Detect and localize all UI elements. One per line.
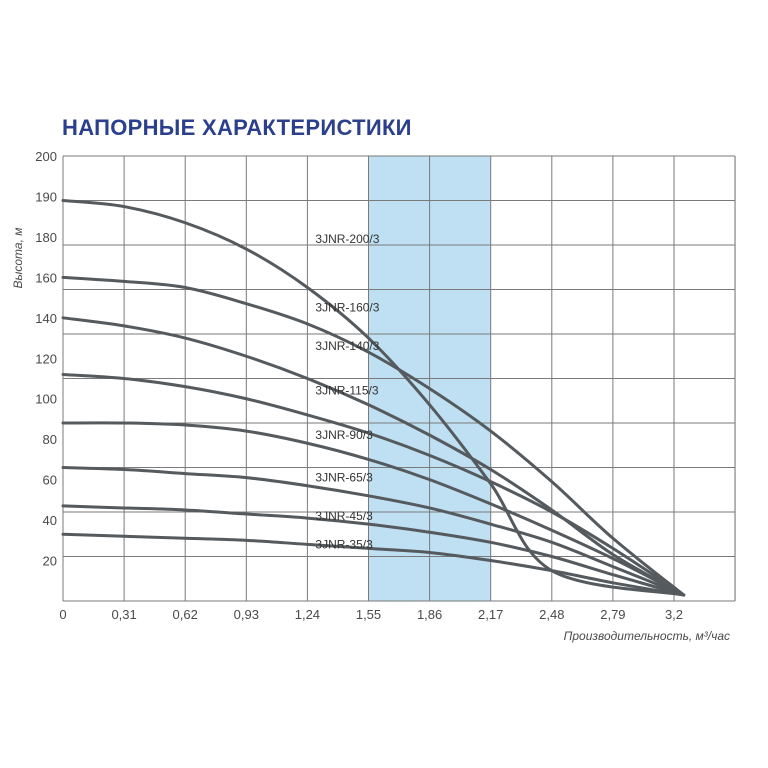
chart-title: НАПОРНЫЕ ХАРАКТЕРИСТИКИ [62,115,412,140]
y-tick-label: 190 [35,189,57,204]
tick-labels: 0 0,31 0,62 0,93 1,24 1,55 1,86 2,17 2,48 2,79 3,2… [35,149,683,622]
series-label: 3JNR-140/3 [315,339,379,353]
x-tick-label: 0,62 [173,607,198,622]
y-tick-label: 120 [35,351,57,366]
y-tick-label: 100 [35,392,57,407]
x-tick-label: 2,48 [539,607,564,622]
series-label: 3JNR-45/3 [315,509,373,523]
x-tick-label: 1,24 [295,607,320,622]
x-tick-label: 1,55 [356,607,381,622]
series-line [61,466,686,597]
series-labels: 3JNR-200/3 3JNR-160/3 3JNR-140/3 3JNR-115/3… [315,232,379,551]
series-label: 3JNR-65/3 [315,471,373,485]
y-tick-label: 60 [43,473,57,488]
x-tick-label: 2,17 [478,607,503,622]
series-line [61,199,686,597]
y-tick-label: 160 [35,270,57,285]
y-tick-label: 140 [35,311,57,326]
y-axis-label: Высота, м [11,228,25,289]
x-tick-label: 0,31 [111,607,136,622]
series-label: 3JNR-35/3 [315,537,373,551]
x-tick-label: 1,86 [417,607,442,622]
x-tick-label: 2,79 [600,607,625,622]
series-label: 3JNR-160/3 [315,301,379,315]
series-line [61,421,686,597]
x-tick-label: 0 [59,607,66,622]
series-line [61,532,686,597]
y-tick-label: 180 [35,230,57,245]
series-line [61,372,686,597]
series-lines [61,199,686,597]
series-label: 3JNR-90/3 [315,428,373,442]
series-line [61,275,686,597]
series-label: 3JNR-115/3 [315,384,378,398]
y-tick-label: 20 [43,554,57,569]
y-tick-label: 80 [43,432,57,447]
grid-lines [62,155,736,602]
y-tick-label: 40 [43,513,57,528]
x-axis-label: Производительность, м³/час [564,629,730,643]
x-tick-label: 0,93 [234,607,259,622]
y-tick-label: 200 [35,149,57,164]
series-line [61,316,686,597]
x-tick-label: 3,2 [665,607,683,622]
series-line [61,504,686,597]
series-label: 3JNR-200/3 [315,232,379,246]
